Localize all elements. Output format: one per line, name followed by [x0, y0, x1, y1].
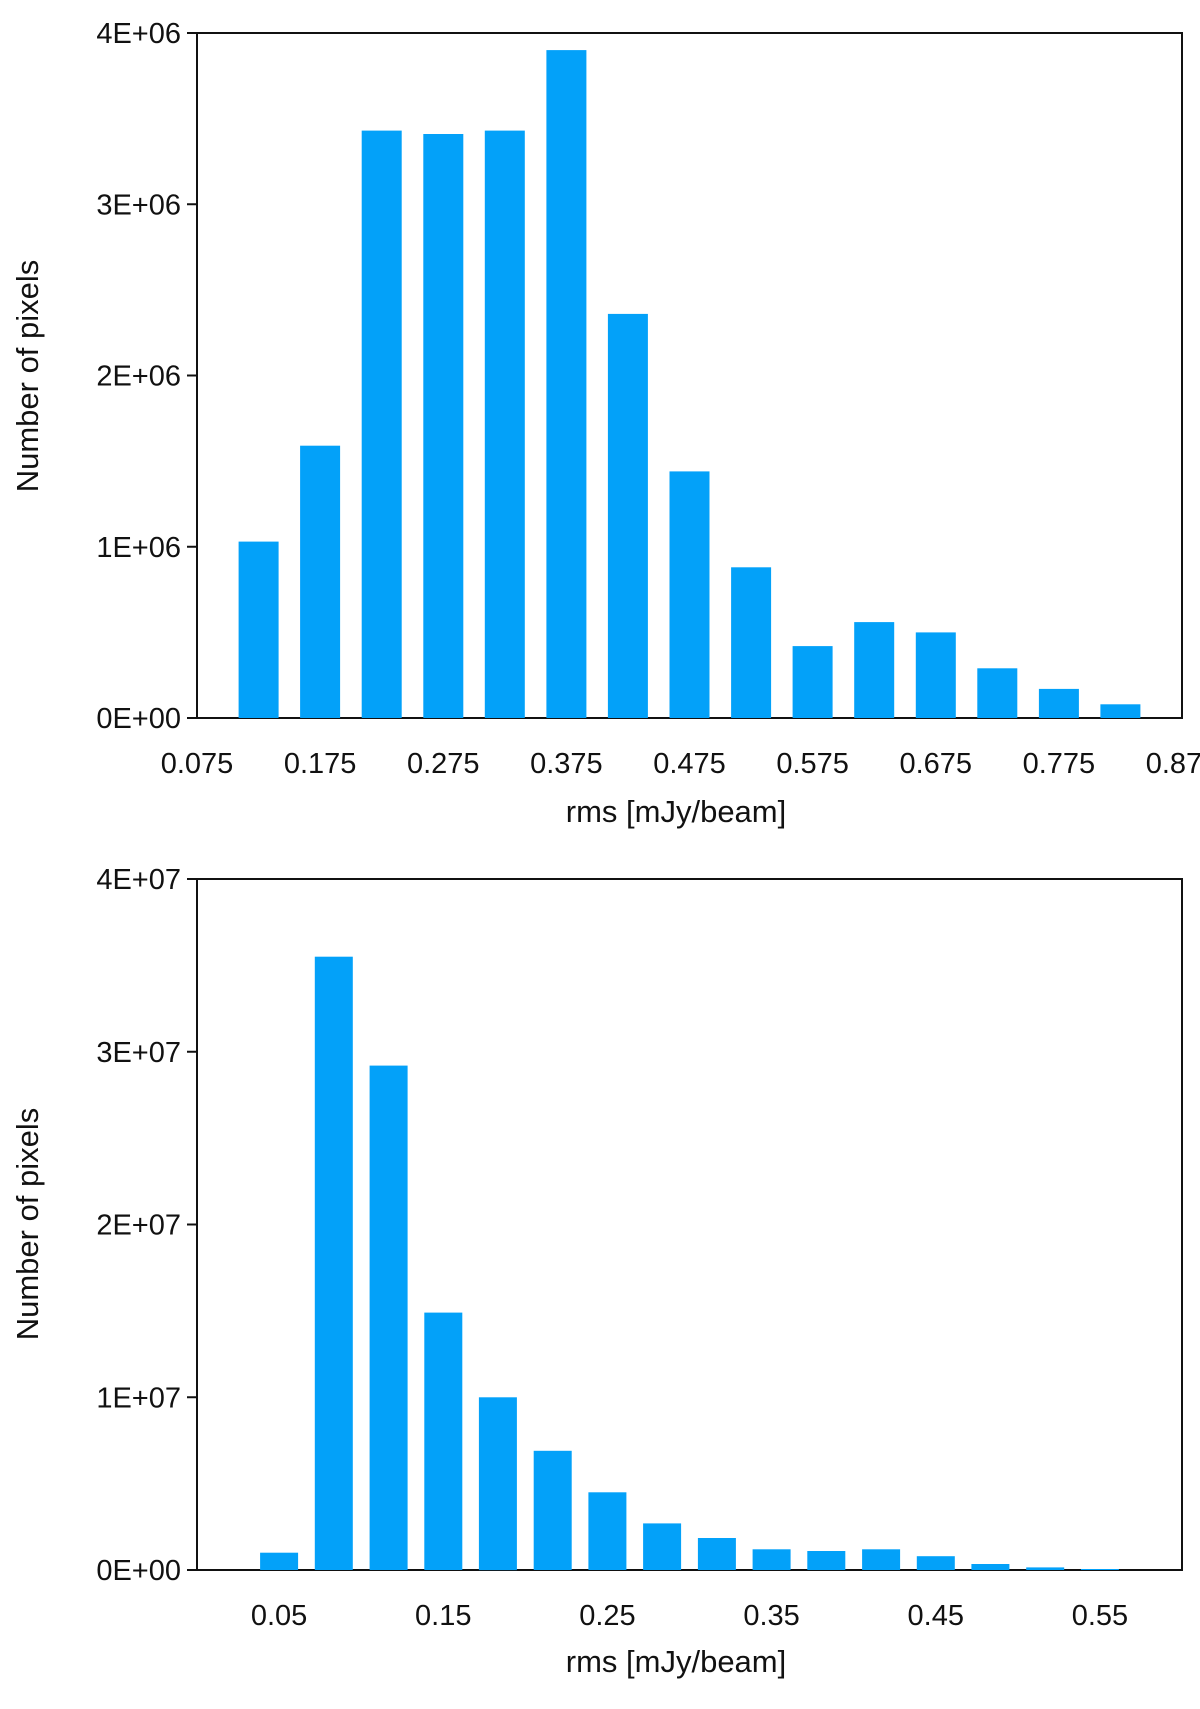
bar-top-4: [423, 134, 464, 718]
ytick-label-bottom-3: 3E+07: [96, 1037, 181, 1069]
xtick-label-top-6: 0.675: [899, 748, 972, 780]
x-axis-title-bottom: rms [mJy/beam]: [566, 1644, 786, 1679]
bar-bottom-4: [424, 1312, 463, 1570]
bar-bottom-5: [478, 1397, 517, 1571]
bar-bottom-7: [588, 1492, 627, 1570]
bar-top-8: [669, 471, 710, 718]
bar-top-3: [361, 130, 402, 719]
yticks-bottom: 0E+00 1E+07 2E+07 3E+07 4E+07: [96, 864, 197, 1587]
bar-top-11: [854, 622, 895, 718]
bar-bottom-1: [260, 1552, 299, 1570]
yticks-top: 0E+00 1E+06 2E+06 3E+06 4E+06: [96, 18, 197, 735]
ytick-label-bottom-1: 1E+07: [96, 1382, 181, 1414]
y-axis-title-top: Number of pixels: [10, 260, 45, 493]
bar-bottom-2: [314, 956, 353, 1570]
ytick-label-top-2: 2E+06: [96, 361, 181, 393]
bar-top-9: [731, 567, 772, 718]
xtick-label-top-7: 0.775: [1023, 748, 1096, 780]
bar-bottom-10: [752, 1549, 791, 1570]
bar-top-15: [1100, 704, 1141, 718]
ytick-label-top-0: 0E+00: [96, 703, 181, 735]
bar-top-10: [792, 646, 833, 718]
rms-histogram-bottom: 0E+00 1E+07 2E+07 3E+07 4E+07 0.05 0.15 0.25 0.…: [0, 852, 1200, 1704]
bar-bottom-11: [807, 1551, 846, 1570]
bar-bottom-16: [1080, 1569, 1119, 1570]
ytick-label-top-3: 3E+06: [96, 189, 181, 221]
bar-top-7: [607, 313, 648, 718]
xtick-label-top-5: 0.575: [776, 748, 849, 780]
xtick-label-top-2: 0.275: [407, 748, 480, 780]
xtick-label-bottom-1: 0.15: [415, 1600, 471, 1632]
bar-top-1: [238, 541, 279, 718]
bar-bottom-9: [697, 1538, 736, 1570]
xtick-label-bottom-4: 0.45: [908, 1600, 964, 1632]
xtick-label-top-3: 0.375: [530, 748, 603, 780]
xtick-label-bottom-0: 0.05: [251, 1600, 307, 1632]
bars-bottom: [260, 956, 1119, 1571]
bar-top-2: [300, 445, 341, 718]
xtick-label-top-4: 0.475: [653, 748, 726, 780]
ytick-label-top-1: 1E+06: [96, 532, 181, 564]
ytick-label-bottom-2: 2E+07: [96, 1210, 181, 1242]
xtick-label-top-0: 0.075: [161, 748, 234, 780]
bar-top-6: [546, 50, 587, 719]
bar-bottom-6: [533, 1450, 572, 1570]
ytick-label-bottom-4: 4E+07: [96, 864, 181, 896]
y-axis-title-bottom: Number of pixels: [10, 1108, 45, 1341]
ytick-label-bottom-0: 0E+00: [96, 1555, 181, 1587]
x-axis-title-top: rms [mJy/beam]: [566, 794, 786, 829]
xtick-label-bottom-5: 0.55: [1072, 1600, 1128, 1632]
xtick-label-bottom-2: 0.25: [579, 1600, 635, 1632]
bar-top-12: [915, 632, 956, 718]
xtick-label-top-1: 0.175: [284, 748, 357, 780]
bar-bottom-12: [862, 1549, 901, 1570]
bar-top-14: [1038, 688, 1079, 718]
bar-top-13: [977, 668, 1018, 718]
xticks-top: 0.075 0.175 0.275 0.375 0.475 0.575 0.675 0.775…: [161, 748, 1200, 780]
xtick-label-top-8: 0.875: [1146, 748, 1200, 780]
xtick-label-bottom-3: 0.35: [743, 1600, 799, 1632]
rms-histogram-top: 0E+00 1E+06 2E+06 3E+06 4E+06 0.075 0.175 0.27…: [0, 0, 1200, 852]
chart-top-svg: 0E+00 1E+06 2E+06 3E+06 4E+06 0.075 0.175 0.27…: [10, 18, 1200, 829]
bars-top: [238, 50, 1141, 719]
bar-bottom-13: [916, 1556, 955, 1570]
bar-bottom-14: [971, 1564, 1010, 1570]
ytick-label-top-4: 4E+06: [96, 18, 181, 50]
xticks-bottom: 0.05 0.15 0.25 0.35 0.45 0.55: [251, 1600, 1128, 1632]
bar-top-5: [484, 130, 525, 719]
bar-bottom-3: [369, 1065, 408, 1570]
bar-bottom-8: [643, 1523, 682, 1570]
bar-bottom-15: [1026, 1567, 1065, 1570]
